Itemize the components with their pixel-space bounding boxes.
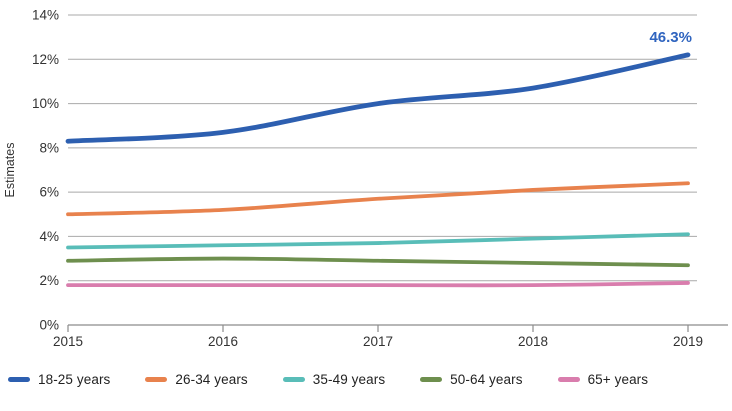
legend-item-18-25-years: 18-25 years bbox=[8, 372, 110, 387]
x-tick-label: 2016 bbox=[208, 334, 238, 349]
y-tick-label: 12% bbox=[32, 52, 59, 67]
legend-label: 18-25 years bbox=[38, 372, 111, 387]
legend-item-65-years: 65+ years bbox=[557, 372, 649, 387]
legend-label: 50-64 years bbox=[450, 372, 523, 387]
chart-canvas: 0% 2% 4% 6% 8% 10% 12% 14% 2015 2016 2017 2018 2019 E… bbox=[3, 8, 728, 349]
y-tick-label: 2% bbox=[39, 273, 59, 288]
series-line-35-49-years bbox=[66, 232, 690, 250]
y-tick-label: 4% bbox=[39, 229, 59, 244]
chart-legend: 18-25 years 26-34 years 35-49 years 50-64 y… bbox=[0, 372, 732, 387]
y-tick-label: 6% bbox=[39, 185, 59, 200]
legend-swatch-18-25-years bbox=[8, 377, 30, 382]
y-axis-title: Estimates bbox=[3, 143, 17, 198]
x-tick-label: 2019 bbox=[673, 334, 703, 349]
legend-label: 26-34 years bbox=[175, 372, 248, 387]
y-tick-label: 14% bbox=[32, 8, 59, 23]
x-tick-label: 2018 bbox=[518, 334, 548, 349]
legend-swatch-35-49-years bbox=[282, 377, 305, 382]
series-line-50-64-years bbox=[66, 256, 690, 268]
y-tick-label: 10% bbox=[32, 96, 59, 111]
legend-item-26-34-years: 26-34 years bbox=[145, 372, 248, 387]
series-line-26-34-years bbox=[66, 181, 690, 217]
x-tick-label: 2015 bbox=[53, 334, 83, 349]
x-tick-label: 2017 bbox=[363, 334, 393, 349]
y-tick-label: 8% bbox=[39, 140, 59, 155]
legend-label: 65+ years bbox=[587, 372, 649, 387]
legend-swatch-26-34-years bbox=[145, 377, 168, 382]
line-chart: 0% 2% 4% 6% 8% 10% 12% 14% 2015 2016 2017 2018 2019 E… bbox=[3, 8, 728, 349]
y-tick-label: 0% bbox=[39, 318, 59, 333]
legend-item-50-64-years: 50-64 years bbox=[420, 372, 522, 387]
annotation-percent-increase: 46.3% bbox=[649, 29, 692, 46]
legend-swatch-50-64-years bbox=[420, 377, 443, 382]
series-line-65-years bbox=[66, 281, 690, 288]
legend-swatch-65-years bbox=[557, 377, 580, 382]
legend-item-35-49-years: 35-49 years bbox=[282, 372, 386, 387]
legend-label: 35-49 years bbox=[312, 372, 386, 387]
series-line-18-25-years bbox=[65, 52, 691, 144]
